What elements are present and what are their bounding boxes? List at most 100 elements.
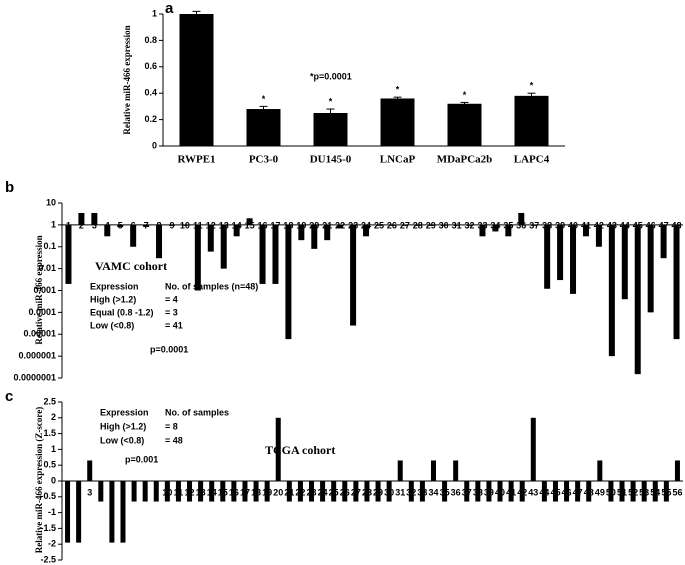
x-tick-label: 42 bbox=[594, 220, 604, 230]
x-tick-label: 20 bbox=[273, 487, 283, 497]
x-tick-label: 32 bbox=[465, 220, 475, 230]
x-tick-label: 38 bbox=[542, 220, 552, 230]
x-tick-label: 31 bbox=[395, 487, 405, 497]
bar bbox=[164, 481, 170, 502]
bar bbox=[342, 481, 348, 502]
x-tick-label: 19 bbox=[296, 220, 306, 230]
bar bbox=[442, 481, 448, 502]
significance-marker: * bbox=[463, 90, 467, 100]
bar bbox=[324, 224, 331, 241]
y-axis-label: Relative miR-466 expression (Z-score) bbox=[34, 407, 44, 553]
bar bbox=[508, 481, 514, 502]
bar bbox=[630, 481, 636, 502]
bar bbox=[419, 481, 425, 502]
x-tick-label: 35 bbox=[440, 487, 450, 497]
x-tick-label: 31 bbox=[452, 220, 462, 230]
bar bbox=[181, 224, 188, 226]
annotation: = 41 bbox=[165, 320, 183, 330]
x-tick-label: 17 bbox=[240, 487, 250, 497]
annotation: Low (<0.8) bbox=[90, 320, 134, 330]
annotation: Low (<0.8) bbox=[100, 435, 144, 445]
x-tick-label: 26 bbox=[340, 487, 350, 497]
annotation: Expression bbox=[90, 281, 139, 291]
x-tick-label: 28 bbox=[362, 487, 372, 497]
y-tick-label: 0 bbox=[51, 475, 56, 485]
bar bbox=[660, 224, 667, 259]
bar bbox=[475, 481, 481, 502]
bar bbox=[311, 224, 318, 249]
bar bbox=[220, 224, 227, 269]
x-tick-label: 36 bbox=[516, 220, 526, 230]
bar bbox=[331, 481, 337, 502]
bar bbox=[286, 481, 292, 502]
x-tick-label: 39 bbox=[555, 220, 565, 230]
bar bbox=[142, 481, 148, 502]
x-tick-label: 8 bbox=[157, 220, 162, 230]
bar bbox=[109, 481, 115, 543]
x-tick-label: 37 bbox=[529, 220, 539, 230]
bar bbox=[570, 224, 577, 294]
x-tick-label: 30 bbox=[439, 220, 449, 230]
bar bbox=[479, 224, 486, 237]
annotation: High (>1.2) bbox=[90, 294, 136, 304]
bar bbox=[497, 481, 503, 502]
x-tick-label: 12 bbox=[206, 220, 216, 230]
bar bbox=[272, 224, 279, 284]
x-tick-label: 23 bbox=[348, 220, 358, 230]
annotation: Equal (0.8 -1.2) bbox=[90, 307, 154, 317]
x-tick-label: 15 bbox=[245, 220, 255, 230]
bar bbox=[117, 224, 124, 227]
bar bbox=[595, 224, 602, 247]
bar bbox=[492, 224, 499, 232]
significance-marker: * bbox=[530, 81, 534, 91]
x-tick-label: 48 bbox=[672, 220, 682, 230]
annotation: = 8 bbox=[165, 421, 178, 431]
bar bbox=[65, 481, 71, 543]
y-tick-label: -1.5 bbox=[40, 523, 56, 533]
bar bbox=[65, 224, 72, 284]
bar bbox=[175, 481, 181, 502]
x-tick-label: 7 bbox=[132, 487, 137, 497]
x-tick-label: 14 bbox=[232, 220, 242, 230]
bar bbox=[353, 481, 359, 502]
x-tick-label: 41 bbox=[506, 487, 516, 497]
bar bbox=[552, 481, 558, 502]
x-tick-label: 44 bbox=[620, 220, 630, 230]
bar bbox=[514, 95, 549, 146]
x-tick-label: 21 bbox=[322, 220, 332, 230]
x-tick-label: 8 bbox=[143, 487, 148, 497]
bar bbox=[156, 224, 163, 259]
bar bbox=[187, 481, 193, 502]
bar bbox=[401, 224, 408, 226]
bar bbox=[78, 212, 85, 225]
bar bbox=[375, 224, 382, 226]
y-tick-label: -2 bbox=[48, 539, 56, 549]
x-tick-label: 42 bbox=[517, 487, 527, 497]
bar bbox=[530, 417, 536, 481]
bar bbox=[652, 481, 658, 502]
x-tick-label: 6 bbox=[120, 487, 125, 497]
y-tick-label: 0.0001 bbox=[28, 307, 56, 317]
bar bbox=[464, 481, 470, 502]
bar bbox=[285, 224, 292, 340]
bar bbox=[531, 224, 538, 226]
bar bbox=[120, 481, 126, 543]
bar bbox=[168, 224, 175, 226]
bar bbox=[131, 481, 137, 502]
bar bbox=[104, 224, 111, 237]
bar bbox=[259, 224, 266, 284]
x-tick-label: 36 bbox=[451, 487, 461, 497]
x-tick-label: PC3-0 bbox=[249, 154, 279, 166]
x-tick-label: 24 bbox=[361, 220, 371, 230]
x-tick-label: 48 bbox=[584, 487, 594, 497]
x-tick-label: 9 bbox=[169, 220, 174, 230]
bar bbox=[427, 224, 434, 226]
bar bbox=[586, 481, 592, 502]
x-tick-label: 33 bbox=[417, 487, 427, 497]
x-tick-label: 4 bbox=[98, 487, 103, 497]
bar bbox=[91, 212, 98, 225]
x-tick-label: 13 bbox=[219, 220, 229, 230]
x-tick-label: 5 bbox=[109, 487, 114, 497]
y-tick-label: 1 bbox=[152, 8, 157, 18]
annotation: No. of samples bbox=[165, 407, 229, 417]
